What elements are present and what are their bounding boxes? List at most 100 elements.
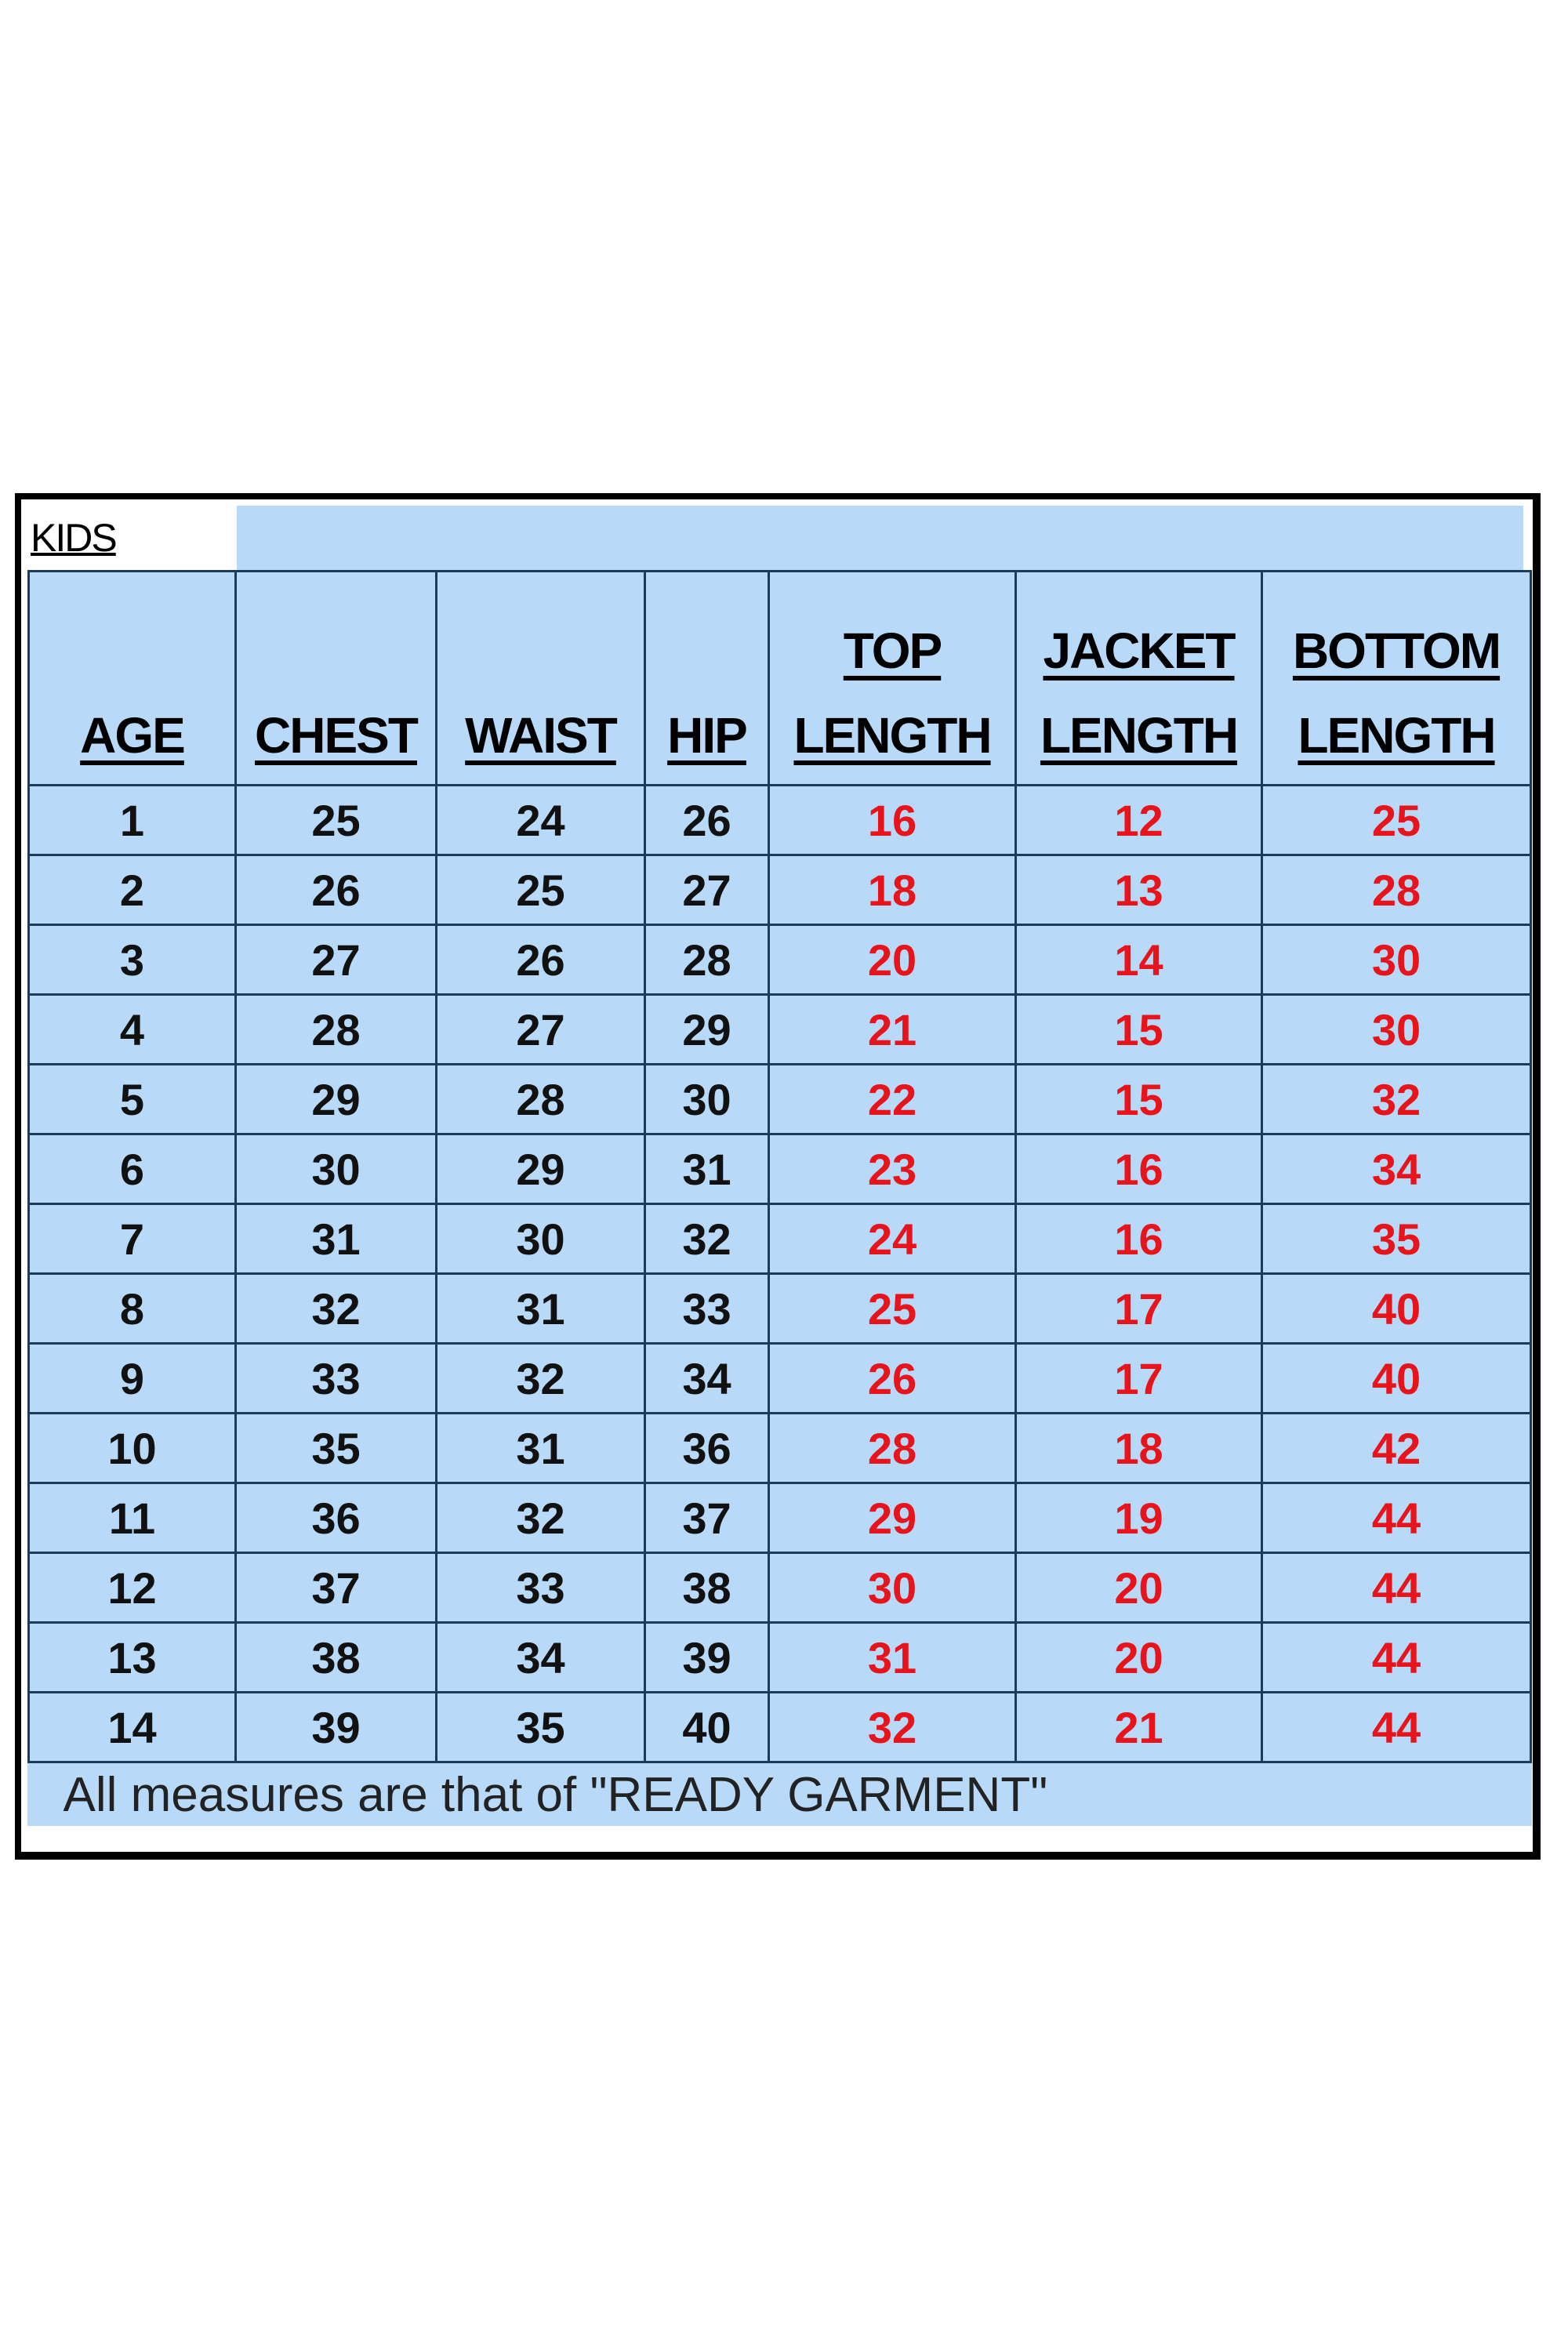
cell-age: 10 [27,1412,237,1484]
header-hip-line: HIP [667,707,748,764]
cell-chest: 38 [234,1621,437,1693]
cell-jacket-length: 17 [1014,1342,1263,1414]
cell-waist: 35 [435,1691,646,1763]
cell-age: 8 [27,1272,237,1345]
cell-waist: 29 [435,1133,646,1205]
cell-waist: 31 [435,1272,646,1345]
table-row: 13 38 34 39 31 20 44 [27,1621,1532,1693]
cell-jacket-length: 20 [1014,1552,1263,1624]
cell-hip: 33 [644,1272,770,1345]
cell-bottom-length: 40 [1261,1342,1532,1414]
cell-waist: 33 [435,1552,646,1624]
cell-top-length: 24 [768,1203,1017,1275]
cell-chest: 28 [234,993,437,1065]
cell-chest: 26 [234,854,437,926]
cell-chest: 36 [234,1482,437,1554]
table-row: 4 28 27 29 21 15 30 [27,993,1532,1065]
cell-top-length: 32 [768,1691,1017,1763]
cell-top-length: 16 [768,784,1017,856]
cell-age: 14 [27,1691,237,1763]
cell-jacket-length: 20 [1014,1621,1263,1693]
header-jacket-length-line: LENGTH [1040,707,1239,764]
cell-bottom-length: 44 [1261,1482,1532,1554]
table-row: 6 30 29 31 23 16 34 [27,1133,1532,1205]
cell-hip: 34 [644,1342,770,1414]
header-bottom-length-line: BOTTOM [1292,622,1501,679]
cell-age: 9 [27,1342,237,1414]
cell-bottom-length: 28 [1261,854,1532,926]
cell-bottom-length: 34 [1261,1133,1532,1205]
cell-hip: 40 [644,1691,770,1763]
cell-top-length: 18 [768,854,1017,926]
cell-hip: 29 [644,993,770,1065]
header-age: AGE [27,570,237,786]
table-row: 3 27 26 28 20 14 30 [27,924,1532,996]
table-row: 12 37 33 38 30 20 44 [27,1552,1532,1624]
cell-top-length: 30 [768,1552,1017,1624]
cell-chest: 35 [234,1412,437,1484]
cell-top-length: 31 [768,1621,1017,1693]
cell-jacket-length: 14 [1014,924,1263,996]
header-hip: HIP [644,570,770,786]
cell-bottom-length: 44 [1261,1552,1532,1624]
footer-row: All measures are that of "READY GARMENT" [28,1761,1531,1826]
size-chart: KIDS AGE CHEST WAIST HIP TOP LENGTH JACKET LENG… [15,493,1541,1860]
title-cell: KIDS [21,499,237,570]
cell-hip: 27 [644,854,770,926]
cell-bottom-length: 44 [1261,1621,1532,1693]
cell-jacket-length: 21 [1014,1691,1263,1763]
table-row: 2 26 25 27 18 13 28 [27,854,1532,926]
cell-age: 13 [27,1621,237,1693]
cell-bottom-length: 25 [1261,784,1532,856]
cell-top-length: 25 [768,1272,1017,1345]
cell-waist: 32 [435,1342,646,1414]
cell-chest: 25 [234,784,437,856]
table-row: 11 36 32 37 29 19 44 [27,1482,1532,1554]
header-bottom-length: BOTTOM LENGTH [1261,570,1532,786]
cell-age: 5 [27,1063,237,1135]
cell-chest: 30 [234,1133,437,1205]
cell-bottom-length: 42 [1261,1412,1532,1484]
header-chest: CHEST [234,570,437,786]
cell-age: 6 [27,1133,237,1205]
cell-jacket-length: 13 [1014,854,1263,926]
cell-age: 12 [27,1552,237,1624]
cell-waist: 32 [435,1482,646,1554]
cell-age: 7 [27,1203,237,1275]
cell-jacket-length: 18 [1014,1412,1263,1484]
header-top-length-line: LENGTH [793,707,992,764]
cell-chest: 27 [234,924,437,996]
size-table: AGE CHEST WAIST HIP TOP LENGTH JACKET LENGTH BOT… [27,570,1532,1826]
header-top-length: TOP LENGTH [768,570,1017,786]
cell-jacket-length: 16 [1014,1203,1263,1275]
cell-chest: 39 [234,1691,437,1763]
cell-top-length: 20 [768,924,1017,996]
table-row: 7 31 30 32 24 16 35 [27,1203,1532,1275]
cell-age: 3 [27,924,237,996]
cell-top-length: 26 [768,1342,1017,1414]
header-age-line: AGE [80,707,186,764]
chart-title: KIDS [31,516,118,560]
header-waist: WAIST [435,570,646,786]
cell-bottom-length: 40 [1261,1272,1532,1345]
cell-jacket-length: 15 [1014,1063,1263,1135]
cell-jacket-length: 15 [1014,993,1263,1065]
cell-waist: 26 [435,924,646,996]
cell-age: 2 [27,854,237,926]
cell-hip: 37 [644,1482,770,1554]
cell-jacket-length: 19 [1014,1482,1263,1554]
table-row: 1 25 24 26 16 12 25 [27,784,1532,856]
cell-age: 4 [27,993,237,1065]
header-jacket-length-line: JACKET [1043,622,1236,679]
cell-bottom-length: 44 [1261,1691,1532,1763]
cell-hip: 30 [644,1063,770,1135]
cell-bottom-length: 30 [1261,924,1532,996]
cell-hip: 31 [644,1133,770,1205]
cell-chest: 32 [234,1272,437,1345]
cell-top-length: 29 [768,1482,1017,1554]
cell-jacket-length: 12 [1014,784,1263,856]
cell-top-length: 28 [768,1412,1017,1484]
footer-note: All measures are that of "READY GARMENT" [28,1761,1531,1826]
table-row: 9 33 32 34 26 17 40 [27,1342,1532,1414]
cell-waist: 30 [435,1203,646,1275]
